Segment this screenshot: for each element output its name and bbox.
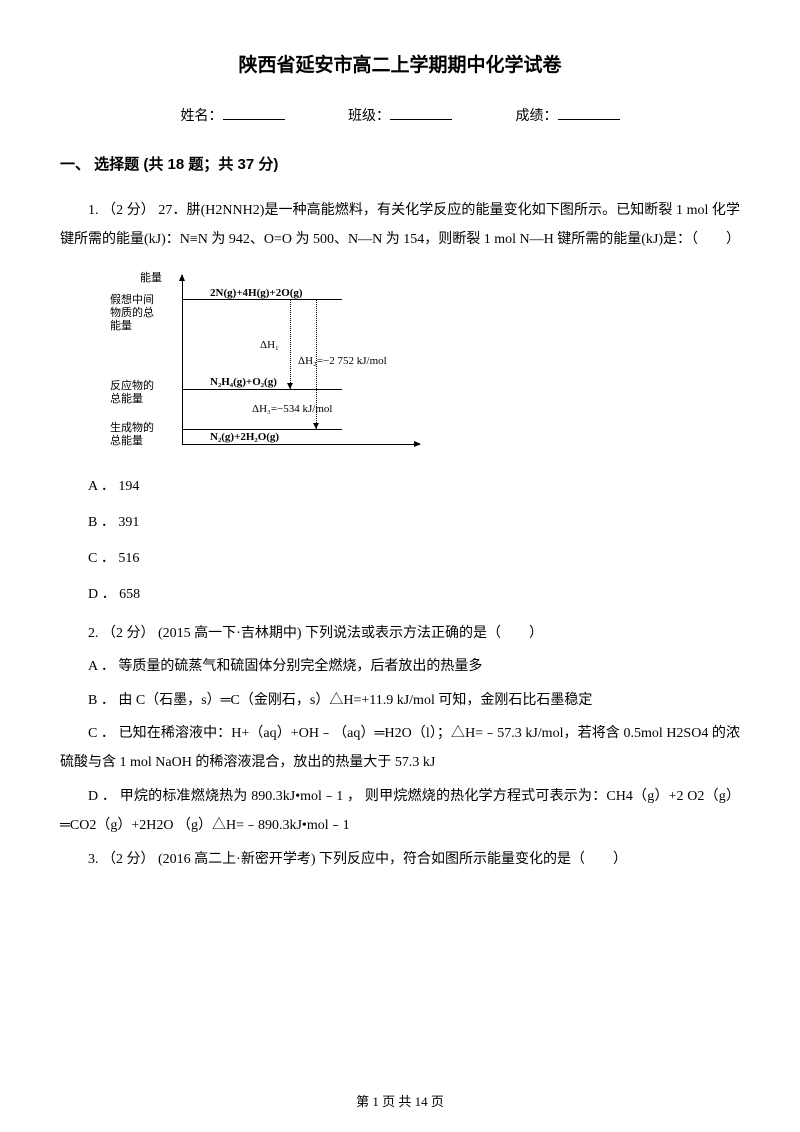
dotted-1: [290, 299, 291, 389]
q2-stem: 2. （2 分） (2015 高一下·吉林期中) 下列说法或表示方法正确的是（ …: [60, 619, 740, 648]
x-axis: [182, 444, 420, 445]
eq-mid: N₂H₄(g)+O₂(g): [210, 376, 277, 388]
class-input-line[interactable]: [390, 106, 452, 120]
page-footer: 第 1 页 共 14 页: [0, 1091, 800, 1110]
q3-stem: 3. （2 分） (2016 高二上·新密开学考) 下列反应中，符合如图所示能量…: [60, 845, 740, 874]
y-axis: [182, 275, 183, 445]
eq-bot: N₂(g)+2H₂O(g): [210, 431, 279, 443]
dh2-label: ΔH₂=−2 752 kJ/mol: [298, 355, 387, 367]
left-label-2b: 总能量: [110, 390, 143, 406]
q1-opt-b: B ． 391: [88, 511, 740, 531]
info-row: 姓名： 班级： 成绩：: [60, 105, 740, 125]
name-label: 姓名：: [181, 109, 223, 124]
q1-opt-a: A ． 194: [88, 475, 740, 495]
question-3: 3. （2 分） (2016 高二上·新密开学考) 下列反应中，符合如图所示能量…: [60, 845, 740, 874]
section-heading: 一、 选择题 (共 18 题；共 37 分): [60, 153, 740, 174]
dh1-label: ΔH₁: [260, 339, 279, 351]
energy-diagram: 能量 假想中间 物质的总 能量 反应物的 总能量 生成物的 总能量 2N(g)+…: [110, 269, 420, 459]
question-1: 1. （2 分） 27．肼(H2NNH2)是一种高能燃料，有关化学反应的能量变化…: [60, 196, 740, 255]
left-label-1c: 能量: [110, 317, 132, 333]
q2-opt-c: C ． 已知在稀溶液中：H+（aq）+OH﹣（aq）═H2O（l）；△H=﹣57…: [60, 719, 740, 778]
arrow-2: [313, 423, 319, 429]
question-2: 2. （2 分） (2015 高一下·吉林期中) 下列说法或表示方法正确的是（ …: [60, 619, 740, 841]
level-bot: [182, 429, 342, 430]
dh3-label: ΔH₃=−534 kJ/mol: [252, 403, 332, 415]
page-title: 陕西省延安市高二上学期期中化学试卷: [60, 50, 740, 77]
q2-opt-a: A ． 等质量的硫蒸气和硫固体分别完全燃烧，后者放出的热量多: [60, 652, 740, 681]
left-label-3b: 总能量: [110, 432, 143, 448]
eq-top: 2N(g)+4H(g)+2O(g): [210, 287, 303, 299]
class-label: 班级：: [348, 109, 390, 124]
score-label: 成绩：: [516, 109, 558, 124]
y-axis-label: 能量: [140, 269, 162, 285]
name-input-line[interactable]: [223, 106, 285, 120]
q1-stem: 1. （2 分） 27．肼(H2NNH2)是一种高能燃料，有关化学反应的能量变化…: [60, 196, 740, 255]
q2-opt-b: B ． 由 C（石墨，s）═C（金刚石，s）△H=+11.9 kJ/mol 可知…: [60, 686, 740, 715]
score-input-line[interactable]: [558, 106, 620, 120]
level-mid: [182, 389, 342, 390]
level-top: [182, 299, 342, 300]
q1-opt-d: D ． 658: [88, 583, 740, 603]
q1-opt-c: C ． 516: [88, 547, 740, 567]
arrow-1: [287, 383, 293, 389]
q2-opt-d: D ． 甲烷的标准燃烧热为 890.3kJ•mol﹣1 ， 则甲烷燃烧的热化学方…: [60, 782, 740, 841]
